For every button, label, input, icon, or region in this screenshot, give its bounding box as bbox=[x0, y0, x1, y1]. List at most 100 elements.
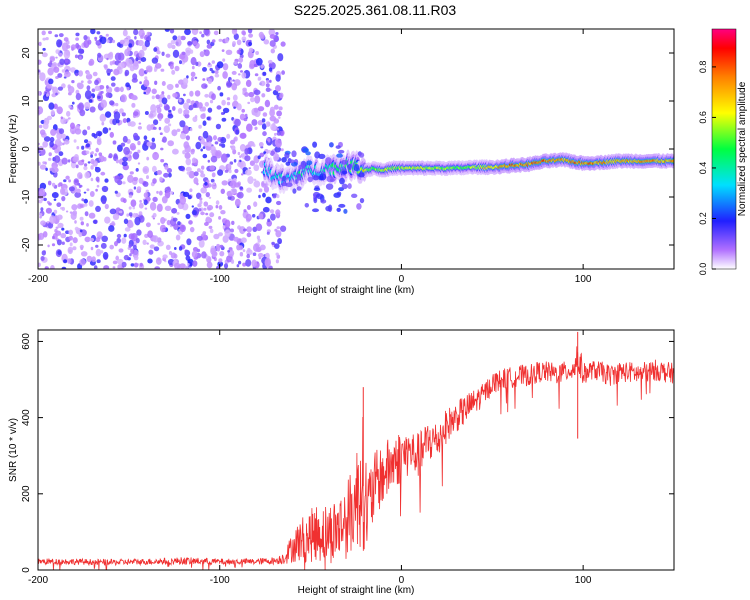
spectrogram-noise-blob bbox=[275, 259, 279, 264]
spectrogram-noise-blob bbox=[79, 56, 82, 60]
spectrogram-noise-blob bbox=[143, 199, 148, 206]
spectrogram-noise-blob bbox=[192, 260, 198, 267]
spectrogram-noise-blob bbox=[121, 261, 127, 268]
spectrogram-noise-blob bbox=[94, 37, 98, 42]
spectrogram-noise-blob bbox=[247, 141, 255, 147]
spectrogram-noise-blob bbox=[191, 209, 197, 216]
spectrogram-noise-blob bbox=[226, 82, 233, 87]
spectrogram-noise-blob bbox=[64, 59, 69, 63]
spectrogram-noise-blob bbox=[88, 147, 91, 150]
spectrogram-noise-blob bbox=[48, 202, 52, 206]
spectrogram-noise-blob bbox=[49, 60, 53, 64]
spectrogram-noise-blob bbox=[65, 230, 70, 234]
spectrogram-noise-blob bbox=[270, 48, 275, 54]
spectrogram-noise-blob bbox=[241, 30, 246, 36]
spectrogram-noise-blob bbox=[266, 79, 270, 84]
spectrogram-onset-blob bbox=[347, 163, 352, 171]
spectrogram-noise-blob bbox=[247, 247, 251, 253]
spectrogram-noise-blob bbox=[211, 93, 216, 101]
spectrogram-noise-blob bbox=[55, 49, 60, 54]
spectrogram-noise-blob bbox=[100, 171, 106, 176]
spectrogram-noise-blob bbox=[94, 85, 101, 92]
spectrogram-noise-blob bbox=[75, 42, 80, 49]
spectrogram-noise-blob bbox=[80, 251, 88, 257]
spectrogram-noise-blob bbox=[213, 233, 220, 240]
spectrogram-onset-blob bbox=[358, 152, 365, 158]
spectrogram-noise-blob bbox=[179, 196, 187, 205]
spectrogram-noise-blob bbox=[167, 140, 174, 147]
spectrogram-noise-blob bbox=[191, 29, 199, 36]
spectrogram-noise-blob bbox=[53, 209, 58, 214]
spectrogram-noise-blob bbox=[72, 210, 78, 216]
spectrogram-noise-blob bbox=[146, 141, 152, 147]
spectrogram-noise-blob bbox=[277, 238, 282, 245]
spectrogram-noise-blob bbox=[92, 219, 98, 224]
spectrogram-noise-blob bbox=[161, 91, 165, 95]
spectrogram-noise-blob bbox=[121, 161, 128, 167]
spectrogram-noise-blob bbox=[63, 259, 68, 264]
spectrogram-noise-blob bbox=[189, 226, 195, 233]
spectrogram-noise-blob bbox=[61, 69, 66, 73]
spectrogram-noise-blob bbox=[108, 153, 113, 159]
spectrogram-noise-blob bbox=[189, 90, 194, 97]
spectrogram-noise-blob bbox=[102, 251, 109, 260]
spectrogram-noise-blob bbox=[68, 235, 74, 241]
spectrogram-x-ticks: -200 -100 0 100 bbox=[28, 29, 592, 285]
spectrogram-noise-blob bbox=[217, 169, 224, 176]
spectrogram-noise-blob bbox=[40, 207, 44, 212]
spectrogram-noise-blob bbox=[153, 47, 158, 52]
spectrogram-noise-blob bbox=[211, 70, 215, 74]
spectrogram-noise-blob bbox=[182, 150, 186, 155]
spectrogram-noise-blob bbox=[62, 138, 66, 141]
spectrogram-noise-blob bbox=[115, 159, 119, 164]
spectrogram-noise-blob bbox=[177, 35, 182, 41]
spectrogram-noise-blob bbox=[61, 241, 65, 245]
spectrogram-noise-blob bbox=[79, 229, 83, 233]
spectrogram-noise-blob bbox=[280, 148, 284, 152]
spectrogram-noise-blob bbox=[128, 233, 135, 240]
spectrogram-noise-blob bbox=[95, 205, 101, 212]
spectrogram-noise-blob bbox=[254, 73, 259, 77]
spectrogram-noise-blob bbox=[230, 228, 234, 233]
spectrogram-noise-blob bbox=[151, 57, 159, 64]
spectrogram-x-tick-label: 0 bbox=[399, 274, 405, 285]
spectrogram-noise-blob bbox=[251, 259, 257, 268]
spectrogram-signal-mark bbox=[671, 159, 674, 163]
spectrogram-noise-blob bbox=[74, 220, 77, 224]
spectrogram-noise-blob bbox=[104, 65, 108, 70]
spectrogram-noise-blob bbox=[202, 120, 207, 126]
spectrogram-onset-blob bbox=[304, 203, 310, 208]
spectrogram-noise-blob bbox=[191, 76, 194, 82]
spectrogram-noise-blob bbox=[226, 97, 231, 101]
spectrogram-noise-blob bbox=[276, 194, 280, 199]
spectrogram-noise-blob bbox=[45, 37, 49, 41]
spectrogram-noise-blob bbox=[239, 159, 242, 163]
spectrogram-noise-blob bbox=[117, 264, 123, 269]
spectrogram-noise-blob bbox=[154, 68, 157, 72]
spectrogram-noise-blob bbox=[61, 157, 68, 165]
spectrogram-noise-blob bbox=[247, 101, 251, 105]
spectrogram-noise-blob bbox=[224, 37, 229, 44]
spectrogram-noise-blob bbox=[70, 44, 77, 50]
spectrogram-noise-blob bbox=[112, 260, 118, 265]
spectrogram-onset-blob bbox=[313, 187, 321, 192]
spectrogram-noise-blob bbox=[179, 60, 182, 65]
spectrogram-noise-blob bbox=[53, 155, 61, 164]
spectrogram-onset-blob bbox=[329, 178, 335, 183]
spectrogram-noise-blob bbox=[57, 86, 64, 91]
spectrogram-noise-blob bbox=[191, 65, 195, 70]
spectrogram-noise-blob bbox=[87, 126, 91, 130]
spectrogram-noise-blob bbox=[240, 145, 245, 151]
spectrogram-noise-blob bbox=[86, 255, 93, 263]
spectrogram-noise-blob bbox=[209, 99, 214, 104]
spectrogram-noise-blob bbox=[182, 125, 190, 134]
spectrogram-noise-blob bbox=[135, 237, 140, 244]
spectrogram-noise-blob bbox=[141, 32, 145, 36]
spectrogram-noise-blob bbox=[258, 142, 264, 147]
spectrogram-noise-blob bbox=[130, 263, 135, 267]
spectrogram-noise-blob bbox=[172, 148, 179, 155]
spectrogram-noise-blob bbox=[144, 40, 150, 48]
spectrogram-noise-blob bbox=[263, 185, 270, 193]
spectrogram-noise-blob bbox=[121, 112, 126, 117]
spectrogram-noise-blob bbox=[102, 127, 109, 134]
